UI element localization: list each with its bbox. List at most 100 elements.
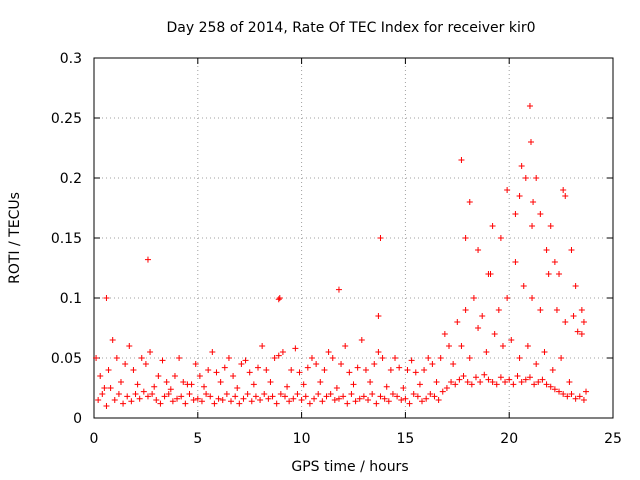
data-point <box>450 361 457 367</box>
data-point <box>404 367 411 373</box>
data-point <box>240 395 247 402</box>
data-point <box>580 319 587 325</box>
x-tick-label: 20 <box>500 431 518 447</box>
data-point <box>516 355 523 361</box>
data-point <box>431 393 438 400</box>
data-point <box>144 393 151 400</box>
data-point <box>348 391 355 397</box>
data-point <box>103 403 110 409</box>
data-point <box>126 343 133 349</box>
chart-title: Day 258 of 2014, Rate Of TEC Index for r… <box>166 20 535 36</box>
data-point <box>95 397 102 403</box>
data-point <box>132 391 139 397</box>
data-point <box>475 247 482 253</box>
data-point <box>479 313 486 319</box>
data-point <box>302 393 309 400</box>
data-point <box>144 256 151 263</box>
data-point <box>277 391 284 397</box>
data-point <box>242 357 249 364</box>
data-point <box>246 369 253 376</box>
data-point <box>560 187 567 193</box>
data-point <box>228 398 235 405</box>
data-point <box>128 398 135 405</box>
data-point <box>547 223 554 229</box>
data-point <box>462 307 469 313</box>
data-point <box>389 391 396 397</box>
data-point <box>248 398 255 405</box>
data-point <box>269 393 276 400</box>
data-point <box>578 307 585 313</box>
data-point <box>551 386 558 393</box>
data-point <box>215 395 222 402</box>
data-point <box>279 349 286 355</box>
data-point <box>286 398 293 405</box>
data-point <box>130 367 137 373</box>
data-point <box>427 391 434 397</box>
data-point <box>526 374 533 381</box>
data-point <box>578 331 585 337</box>
data-point <box>385 398 392 405</box>
data-point <box>572 395 579 402</box>
data-point <box>533 361 540 367</box>
data-point <box>115 391 122 397</box>
data-point <box>489 379 496 385</box>
data-point <box>414 393 421 400</box>
data-point <box>182 400 189 407</box>
data-point <box>518 379 525 385</box>
data-point <box>346 369 353 376</box>
data-point <box>529 223 536 229</box>
data-point <box>122 361 129 367</box>
data-point <box>481 371 488 378</box>
data-point <box>335 286 342 293</box>
data-point <box>184 381 191 388</box>
data-point <box>564 393 571 400</box>
data-point <box>107 385 114 391</box>
data-point <box>458 343 465 349</box>
data-point <box>230 373 237 379</box>
data-point <box>225 355 232 361</box>
data-point <box>261 391 268 397</box>
data-point <box>288 367 295 373</box>
data-point <box>238 361 245 367</box>
data-point <box>111 397 118 403</box>
data-point <box>475 325 482 331</box>
data-point <box>485 376 492 383</box>
data-point <box>198 398 205 405</box>
data-point <box>583 388 590 395</box>
data-point <box>275 352 282 359</box>
data-point <box>433 379 440 385</box>
data-point <box>518 163 525 169</box>
data-point <box>333 385 340 391</box>
data-point <box>255 364 262 371</box>
data-point <box>529 295 536 301</box>
data-point <box>192 361 199 367</box>
data-point <box>103 295 110 301</box>
data-point <box>190 397 197 403</box>
data-point <box>194 395 201 402</box>
data-point <box>296 369 303 376</box>
data-point <box>171 373 178 379</box>
data-point <box>516 193 523 199</box>
y-tick-label: 0.1 <box>60 291 82 307</box>
data-point <box>421 367 428 373</box>
data-point <box>153 397 160 403</box>
data-point <box>468 381 475 388</box>
y-tick-label: 0.05 <box>51 351 82 367</box>
data-point <box>423 395 430 402</box>
data-point <box>362 367 369 373</box>
data-point <box>265 395 272 402</box>
data-point <box>400 385 407 391</box>
data-point <box>311 395 318 402</box>
data-point <box>580 397 587 403</box>
data-point <box>294 391 301 397</box>
data-point <box>155 373 162 379</box>
data-point <box>211 400 218 407</box>
data-point <box>574 328 581 335</box>
data-point <box>304 364 311 371</box>
data-point <box>186 391 193 397</box>
data-point <box>406 400 413 407</box>
data-point <box>537 211 544 217</box>
data-point <box>354 364 361 371</box>
data-point <box>408 357 415 364</box>
data-point <box>120 400 127 407</box>
